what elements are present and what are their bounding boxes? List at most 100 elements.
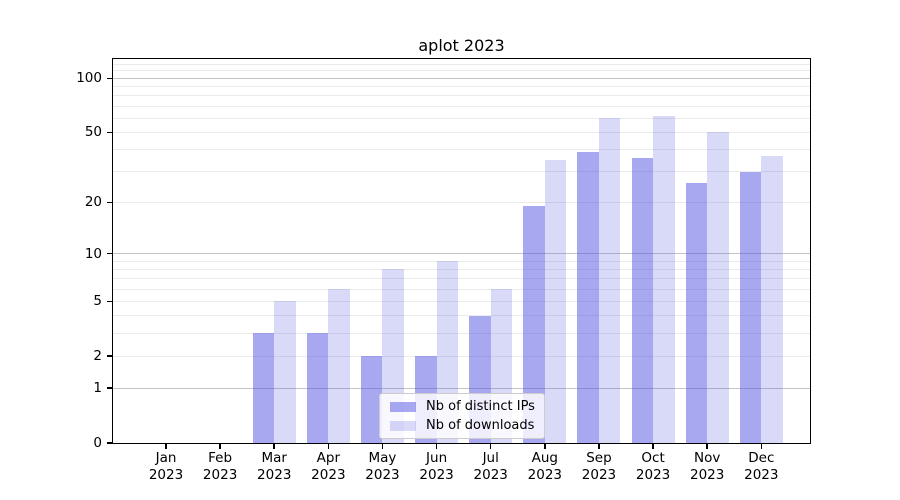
legend-label-distinct-ips: Nb of distinct IPs — [426, 399, 535, 414]
y-tick-label: 1 — [93, 380, 102, 397]
bar-ips-dec — [739, 171, 762, 443]
y-gridline-minor — [113, 86, 810, 88]
y-gridline-minor — [113, 171, 810, 173]
y-gridline-minor — [113, 149, 810, 151]
y-gridline-minor — [113, 278, 810, 280]
y-tick-label: 10 — [84, 245, 102, 262]
y-tick — [106, 387, 112, 389]
x-tick-year: 2023 — [635, 466, 671, 483]
y-gridline-minor — [113, 63, 810, 65]
y-tick — [106, 252, 112, 255]
x-tick — [652, 444, 654, 449]
x-tick — [544, 444, 546, 449]
x-tick-year: 2023 — [581, 466, 617, 483]
y-tick — [106, 201, 112, 204]
y-tick-label: 0 — [93, 435, 102, 451]
x-tick — [165, 444, 167, 449]
x-tick-year: 2023 — [148, 466, 184, 483]
y-tick-label: 100 — [76, 70, 102, 87]
x-tick-label: Feb 2023 — [188, 450, 252, 483]
bar-ips-oct — [631, 157, 654, 443]
y-gridline-minor — [113, 332, 810, 334]
bar-downloads-oct — [653, 115, 675, 443]
y-tick-label: 5 — [93, 293, 102, 310]
y-gridline-minor — [113, 355, 810, 357]
x-tick-month: Jan — [155, 450, 177, 466]
x-tick-month: Jun — [426, 450, 448, 466]
legend-swatch-distinct-ips — [390, 401, 416, 412]
x-tick-year: 2023 — [419, 466, 454, 483]
x-tick — [706, 444, 708, 449]
bar-ips-nov — [685, 182, 708, 443]
x-tick-label: Aug 2023 — [513, 450, 577, 483]
x-tick-month: Nov — [694, 450, 721, 466]
bar-ips-may — [360, 356, 383, 443]
x-tick-label: Jul 2023 — [459, 450, 523, 483]
x-tick — [760, 444, 763, 449]
x-tick-month: Jul — [482, 450, 499, 466]
y-gridline-minor — [113, 268, 810, 270]
x-tick-year: 2023 — [744, 466, 779, 483]
legend-entry-distinct-ips: Nb of distinct IPs — [390, 399, 535, 414]
x-tick — [381, 444, 384, 449]
x-tick-label: Jan 2023 — [134, 450, 198, 483]
legend-label-downloads: Nb of downloads — [426, 418, 535, 433]
y-gridline-minor — [113, 131, 810, 133]
bar-downloads-mar — [274, 301, 296, 443]
bar-downloads-apr — [328, 289, 350, 443]
x-tick-label: May 2023 — [350, 450, 414, 483]
x-tick — [489, 444, 492, 449]
y-gridline-minor — [113, 315, 810, 317]
legend: Nb of distinct IPs Nb of downloads — [379, 393, 545, 439]
y-gridline-minor — [113, 260, 810, 262]
x-tick-year: 2023 — [257, 466, 292, 483]
y-tick — [106, 442, 112, 444]
y-gridline-minor — [113, 95, 810, 97]
x-tick-label: Mar 2023 — [242, 450, 306, 483]
y-gridline-minor — [113, 288, 810, 290]
x-tick-month: Mar — [261, 450, 287, 466]
x-tick-label: Sep 2023 — [567, 450, 631, 483]
y-tick-label: 20 — [84, 194, 102, 211]
legend-entry-downloads: Nb of downloads — [390, 418, 535, 433]
x-tick — [327, 444, 330, 449]
x-tick-month: Sep — [586, 450, 612, 466]
y-gridline-minor — [113, 70, 810, 72]
legend-swatch-downloads — [390, 420, 416, 431]
y-tick — [106, 131, 112, 134]
y-tick-label: 50 — [84, 124, 102, 141]
y-gridline-minor — [113, 300, 810, 302]
x-tick-year: 2023 — [365, 466, 400, 483]
x-tick-month: Oct — [641, 450, 665, 466]
bar-downloads-aug — [544, 159, 567, 443]
x-tick-label: Jun 2023 — [405, 450, 469, 483]
y-gridline-major — [113, 253, 810, 255]
x-tick-label: Apr 2023 — [296, 450, 360, 483]
x-tick-year: 2023 — [473, 466, 508, 483]
x-tick-label: Nov 2023 — [675, 450, 739, 483]
plot-area — [111, 57, 811, 444]
x-tick-label: Oct 2023 — [621, 450, 685, 483]
x-tick-month: Feb — [208, 450, 233, 466]
bar-ips-aug — [523, 206, 545, 443]
x-tick-month: Apr — [316, 450, 341, 466]
y-gridline-major — [113, 387, 810, 389]
y-gridline-minor — [113, 201, 810, 203]
bar-downloads-dec — [761, 155, 783, 443]
x-tick-year: 2023 — [311, 466, 346, 483]
x-tick-year: 2023 — [690, 466, 725, 483]
x-tick — [219, 444, 221, 449]
y-gridline-major — [113, 77, 810, 79]
x-tick — [435, 444, 438, 449]
bar-ips-apr — [306, 333, 329, 443]
x-tick-year: 2023 — [202, 466, 238, 483]
bar-ips-sep — [577, 151, 599, 443]
bar-downloads-sep — [598, 118, 621, 443]
chart-title: aplot 2023 — [418, 36, 505, 55]
x-tick-year: 2023 — [527, 466, 562, 483]
x-tick — [598, 444, 600, 449]
x-tick-month: May — [368, 450, 397, 466]
x-tick — [273, 444, 275, 449]
x-tick-month: Aug — [531, 450, 559, 466]
